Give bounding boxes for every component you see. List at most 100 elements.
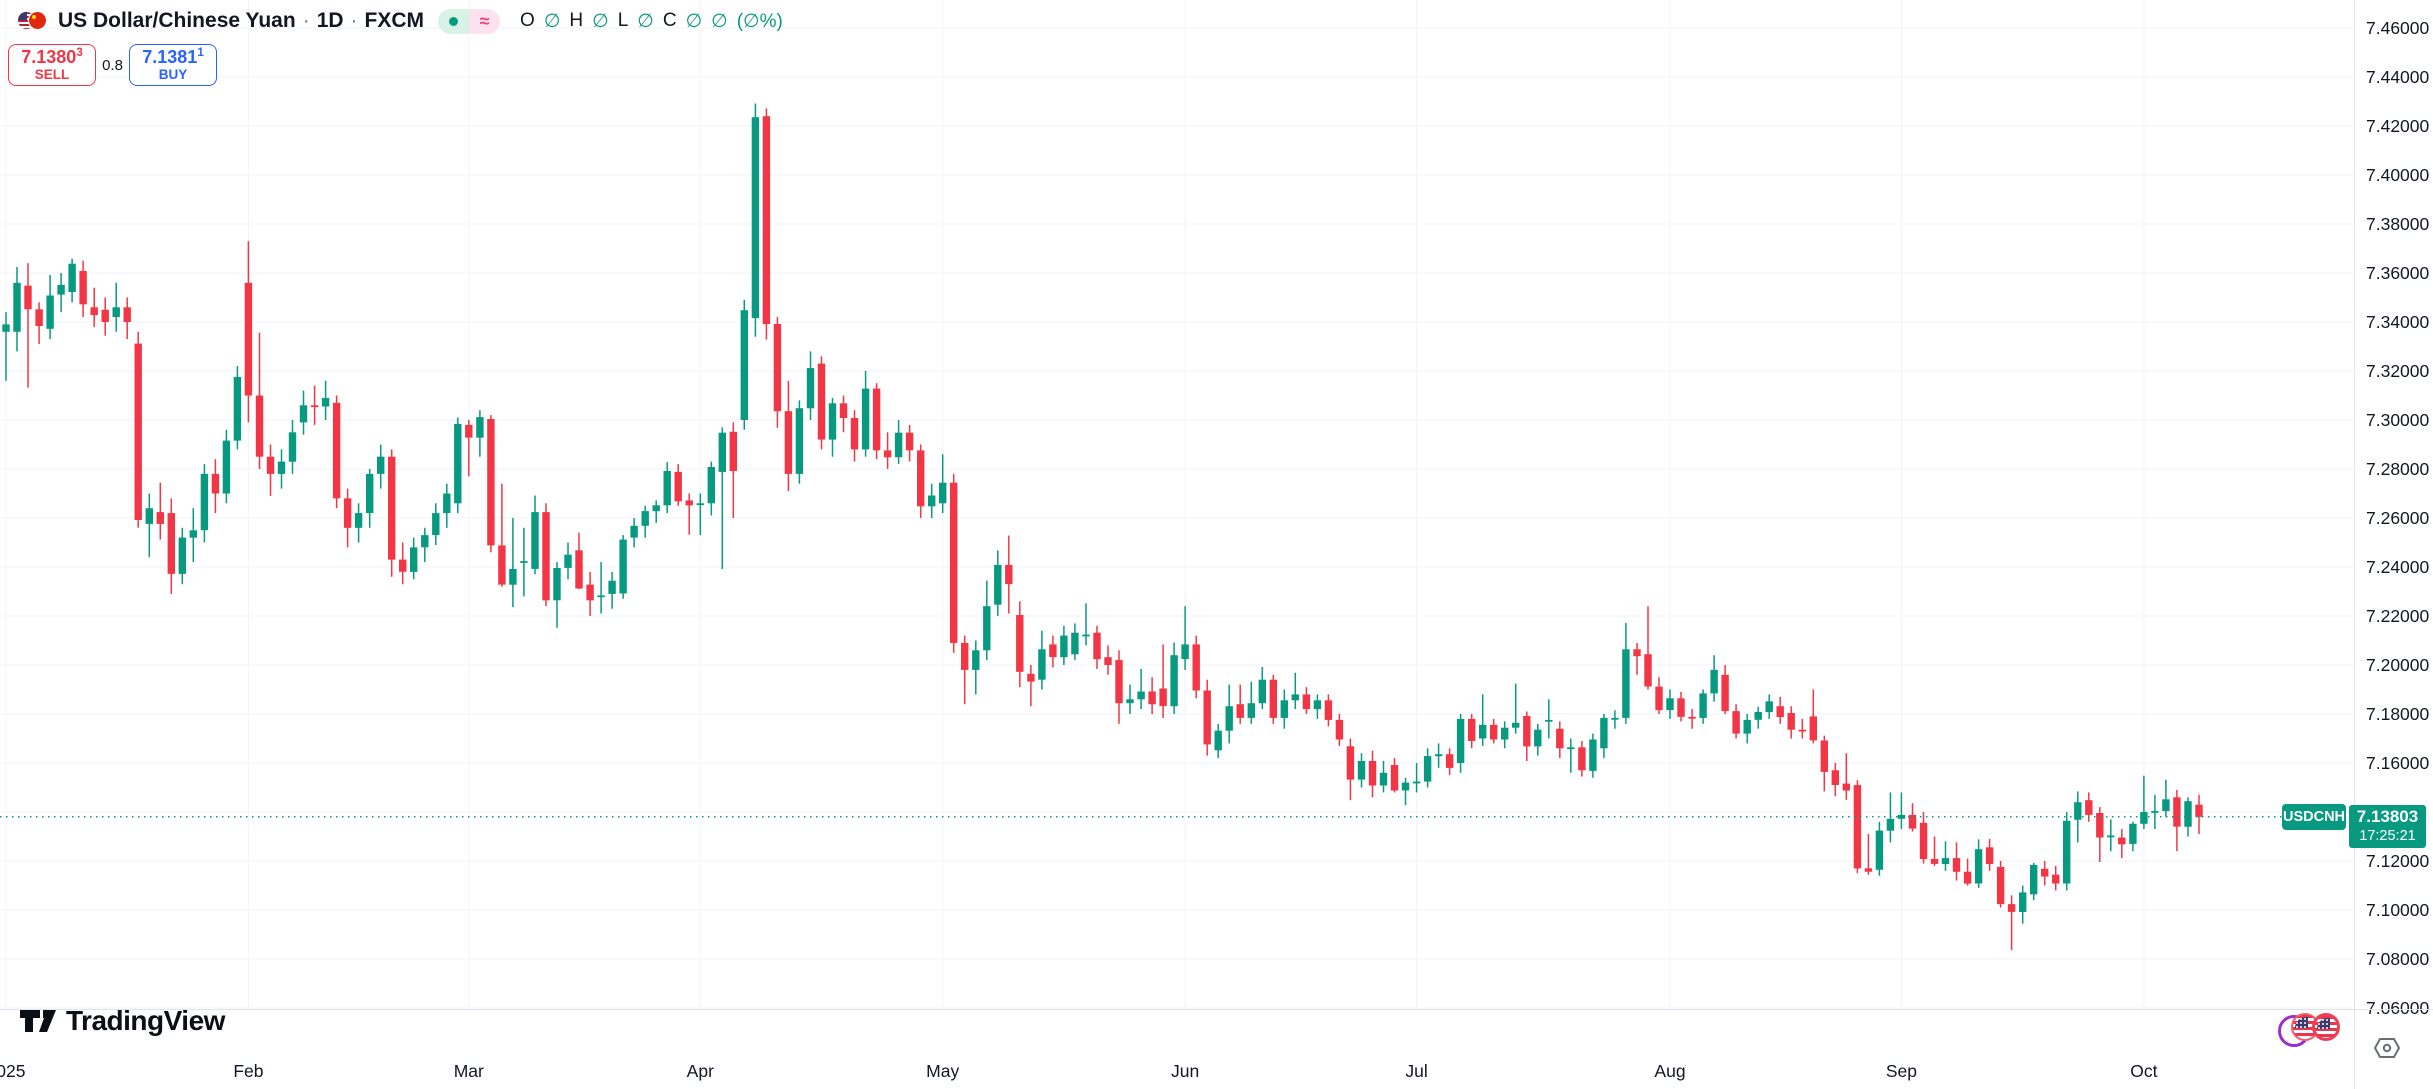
trade-panel: 7.13803 SELL 0.8 7.13811 BUY <box>8 44 217 86</box>
candle <box>1071 623 1079 661</box>
candle <box>1181 606 1189 670</box>
candle <box>1908 803 1917 832</box>
candle <box>917 444 925 518</box>
cn-flag-icon <box>2312 1013 2340 1041</box>
candle <box>674 464 682 506</box>
candle <box>35 302 43 344</box>
candle <box>1655 677 1663 714</box>
candle <box>939 454 947 514</box>
candle <box>2007 895 2016 951</box>
candle <box>1401 777 1410 806</box>
candle <box>861 371 870 457</box>
candle <box>1897 792 1906 830</box>
candle <box>1501 721 1509 749</box>
candle <box>1291 672 1299 710</box>
last-price-value: 7.13803 <box>2356 806 2419 826</box>
countdown-timer: 17:25:21 <box>2359 827 2416 844</box>
candle <box>828 397 837 457</box>
candle <box>487 415 495 553</box>
sell-label: SELL <box>34 67 70 83</box>
price-axis-label: 7.28000 <box>2366 459 2430 479</box>
candle <box>2019 885 2027 924</box>
candle <box>1247 681 1255 724</box>
price-axis-label: 7.36000 <box>2366 263 2430 283</box>
change-percent: (∅%) <box>736 10 783 32</box>
candle <box>564 542 572 580</box>
title-separator: · <box>302 9 310 32</box>
buy-button[interactable]: 7.13811 BUY <box>129 44 217 86</box>
candle <box>1765 694 1773 719</box>
candle <box>983 580 991 661</box>
interval-label[interactable]: 1D <box>316 9 344 32</box>
symbol-flags-icon <box>18 8 48 34</box>
candle <box>961 635 969 705</box>
candle <box>2107 819 2115 852</box>
candle <box>222 429 231 504</box>
candle <box>1985 839 1994 871</box>
price-axis-label: 7.34000 <box>2366 312 2430 332</box>
candle <box>972 640 980 695</box>
price-axis-label: 7.12000 <box>2366 851 2430 871</box>
candle <box>2195 794 2203 834</box>
candle <box>1589 733 1597 778</box>
time-axis-label: Oct <box>2130 1061 2157 1081</box>
candle <box>520 527 528 597</box>
candle <box>1578 741 1586 777</box>
price-axis-label: 7.46000 <box>2366 18 2430 38</box>
tradingview-logo[interactable]: TradingView <box>20 1004 225 1038</box>
candle <box>1016 601 1024 688</box>
price-axis-label: 7.10000 <box>2366 900 2430 920</box>
candle <box>13 267 21 352</box>
exchange-label: FXCM <box>364 9 425 32</box>
candle <box>476 410 484 457</box>
candle <box>498 483 506 587</box>
candle <box>134 331 142 528</box>
candle <box>872 383 881 460</box>
time-axis-label: Feb <box>233 1061 263 1081</box>
symbol-title[interactable]: US Dollar/Chinese Yuan · 1D · FXCM <box>58 9 424 33</box>
candle <box>1390 758 1399 793</box>
time-axis-label: Mar <box>454 1061 484 1081</box>
pair-flags-button[interactable] <box>2278 1010 2348 1050</box>
high-value: ∅ <box>592 10 609 32</box>
close-value: ∅ <box>685 10 703 32</box>
candle <box>1666 689 1674 719</box>
candle <box>321 380 330 420</box>
sell-price-fraction: 3 <box>76 47 83 60</box>
candle <box>1324 694 1333 727</box>
market-status-badge[interactable]: ≈ <box>438 8 501 34</box>
candle <box>1600 714 1608 759</box>
buy-price-fraction: 1 <box>197 47 204 60</box>
candle <box>1038 630 1046 690</box>
candle <box>1644 606 1652 690</box>
candle <box>1379 761 1388 793</box>
candle <box>244 241 253 423</box>
candle <box>2041 861 2049 886</box>
candle <box>343 488 352 548</box>
candle <box>1710 655 1718 702</box>
candle <box>410 537 418 580</box>
buy-price: 7.1381 <box>142 47 198 68</box>
candle <box>2096 807 2104 862</box>
candle <box>740 299 748 430</box>
candle <box>1434 743 1443 768</box>
candle <box>784 380 793 492</box>
candle <box>1688 709 1696 729</box>
price-axis[interactable] <box>2354 0 2433 1009</box>
cn-flag-icon <box>29 12 46 29</box>
candle <box>1974 839 1983 888</box>
candle <box>310 385 319 425</box>
candle <box>1776 696 1784 724</box>
candle <box>1423 748 1432 788</box>
candle <box>1798 718 1806 739</box>
candle <box>399 542 407 585</box>
candle <box>200 464 209 543</box>
axis-settings-icon[interactable] <box>2372 1035 2402 1061</box>
tradingview-logo-text: TradingView <box>66 1005 225 1036</box>
sell-button[interactable]: 7.13803 SELL <box>8 44 96 86</box>
time-axis[interactable] <box>0 1009 2354 1089</box>
candle <box>773 317 782 428</box>
candle <box>332 395 341 509</box>
candle <box>1258 667 1266 710</box>
